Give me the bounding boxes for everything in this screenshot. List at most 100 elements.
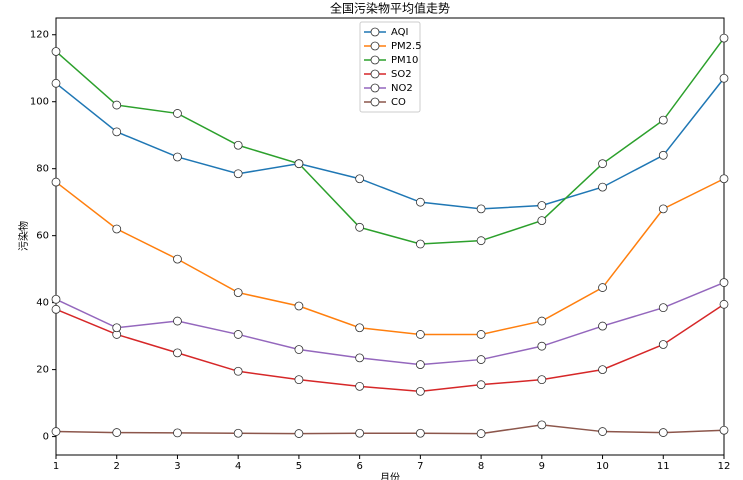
data-point (173, 254, 182, 264)
legend-marker (370, 97, 380, 107)
data-point (476, 330, 486, 339)
data-point (415, 239, 425, 249)
legend-label: SO2 (391, 69, 412, 80)
data-point (51, 177, 61, 187)
x-tick-label: 12 (718, 461, 731, 472)
data-point (598, 321, 607, 331)
data-point (658, 204, 668, 214)
data-point (415, 197, 425, 207)
data-point (598, 365, 607, 375)
legend-label: CO (391, 97, 406, 108)
legend-marker (370, 27, 380, 37)
data-point (415, 360, 425, 369)
data-point (598, 427, 607, 436)
data-point (294, 301, 304, 311)
y-tick-label: 20 (36, 365, 49, 376)
data-point (355, 381, 365, 391)
legend-marker (370, 83, 380, 93)
y-tick-label: 120 (30, 30, 49, 41)
legend-marker (370, 55, 380, 65)
data-point (598, 182, 607, 192)
data-point (598, 159, 607, 169)
data-point (719, 278, 729, 287)
data-point (173, 348, 182, 358)
legend-label: PM10 (391, 55, 418, 66)
data-point (537, 420, 547, 430)
data-point (658, 428, 668, 437)
data-point (355, 353, 365, 363)
data-point (233, 288, 243, 297)
data-point (355, 323, 365, 333)
data-point (355, 222, 365, 232)
data-point (476, 204, 486, 214)
data-point (112, 323, 122, 333)
series-line (55, 77, 725, 210)
data-point (537, 216, 547, 225)
x-tick-label: 8 (478, 461, 484, 472)
series-line (55, 37, 725, 245)
data-point (598, 283, 607, 292)
data-point (658, 340, 668, 349)
data-point (294, 159, 304, 169)
legend-box (359, 21, 421, 113)
data-point (537, 201, 547, 210)
data-point (476, 236, 486, 246)
data-point (233, 140, 243, 150)
series-line (55, 424, 725, 435)
chart-title: 全国污染物平均值走势 (330, 1, 450, 16)
data-point (537, 316, 547, 326)
data-point (658, 150, 668, 160)
data-point (173, 152, 182, 162)
series-line (55, 281, 725, 366)
data-point (112, 100, 122, 110)
data-point (112, 224, 122, 234)
x-axis-label: 月份 (380, 472, 400, 480)
legend-marker (370, 41, 380, 51)
series-line (55, 303, 725, 393)
legend-marker (370, 69, 380, 79)
series-line (55, 178, 725, 336)
x-tick-label: 3 (174, 461, 180, 472)
data-point (51, 304, 61, 314)
x-tick-label: 7 (417, 461, 423, 472)
data-point (233, 330, 243, 339)
data-point (112, 127, 122, 137)
legend-label: AQI (391, 27, 409, 38)
x-tick-label: 1 (53, 461, 59, 472)
data-point (658, 303, 668, 313)
legend-label: PM2.5 (391, 41, 422, 52)
y-tick-label: 60 (36, 231, 49, 242)
y-tick-label: 100 (30, 97, 49, 108)
data-point (233, 366, 243, 376)
x-tick-label: 6 (356, 461, 362, 472)
data-point (719, 425, 729, 435)
y-tick-label: 40 (36, 298, 49, 309)
data-point (294, 375, 304, 385)
x-tick-label: 5 (296, 461, 302, 472)
data-point (415, 330, 425, 339)
data-point (476, 429, 486, 438)
y-axis-label: 污染物 (17, 221, 30, 251)
data-point (51, 294, 61, 304)
x-tick-label: 10 (596, 461, 609, 472)
data-point (719, 299, 729, 309)
data-point (476, 355, 486, 364)
data-point (537, 375, 547, 385)
data-point (173, 316, 182, 326)
plot-area (55, 17, 725, 456)
data-point (537, 341, 547, 351)
x-tick-label: 11 (657, 461, 670, 472)
x-tick-label: 9 (539, 461, 545, 472)
data-point (51, 78, 61, 88)
data-point (173, 109, 182, 118)
data-point (233, 169, 243, 179)
data-point (415, 386, 425, 396)
data-point (415, 428, 425, 438)
data-point (233, 428, 243, 438)
data-point (294, 429, 304, 438)
data-point (719, 73, 729, 83)
x-tick-label: 4 (235, 461, 241, 472)
data-point (294, 345, 304, 354)
data-point (51, 47, 61, 56)
